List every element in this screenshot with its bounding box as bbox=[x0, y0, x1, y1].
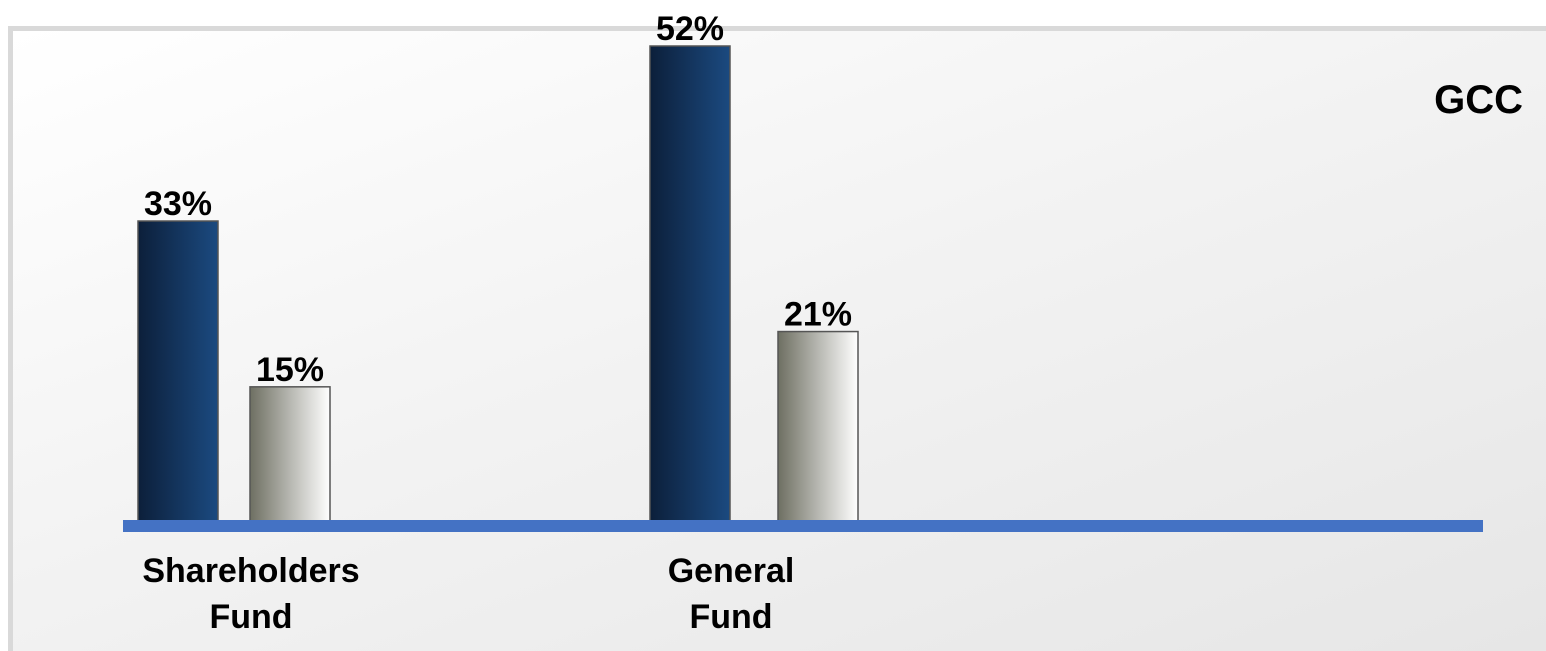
data-label-series2-cat2: 21% bbox=[784, 296, 852, 334]
labels-layer: 33% 15% Shareholders Fund 52% 21% General Fund bbox=[142, 10, 852, 636]
data-label-series2-cat1: 15% bbox=[256, 351, 324, 389]
data-label-series1-cat2: 52% bbox=[656, 10, 724, 48]
bars-layer bbox=[137, 45, 859, 526]
bar-series2-cat2 bbox=[777, 330, 859, 526]
category-label-2-line-2: Fund bbox=[689, 598, 772, 636]
corner-label: GCC bbox=[1434, 78, 1523, 122]
category-label-2-line-1: General bbox=[668, 552, 795, 590]
bar-series2-cat1 bbox=[249, 386, 331, 526]
bar-series1-cat1 bbox=[137, 220, 219, 526]
data-label-series1-cat1: 33% bbox=[144, 185, 212, 223]
category-label-1-line-1: Shareholders bbox=[142, 552, 359, 590]
bar-series1-cat2 bbox=[649, 45, 731, 526]
category-label-1-line-2: Fund bbox=[209, 598, 292, 636]
chart-panel bbox=[8, 26, 1546, 651]
x-axis-baseline bbox=[123, 520, 1483, 532]
